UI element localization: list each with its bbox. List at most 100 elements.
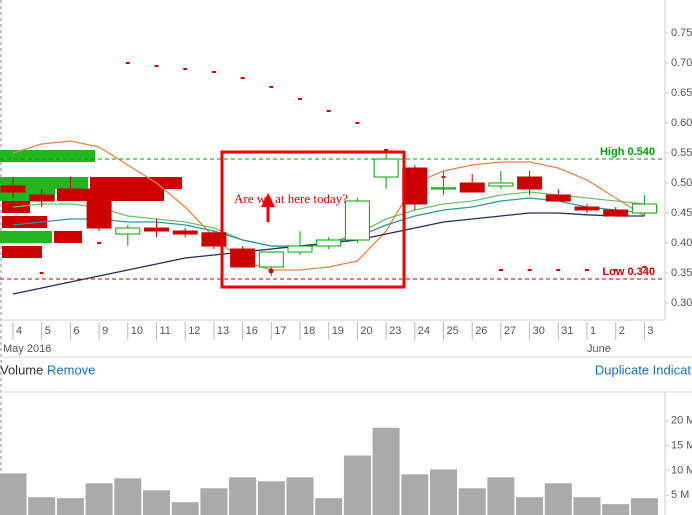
reference-label: High 0.540: [600, 146, 655, 158]
y-tick-label: 0.50: [671, 177, 692, 189]
x-tick-label: 23: [389, 325, 401, 337]
candle-body: [545, 194, 571, 202]
y-tick-label: 0.60: [671, 117, 692, 129]
candle-body: [29, 194, 55, 202]
arrow-head: [261, 193, 275, 207]
x-tick-label: 18: [303, 325, 315, 337]
y-tick-label: 15 M: [671, 440, 692, 452]
volume-bar: [0, 473, 27, 515]
volume-bar: [430, 469, 457, 515]
x-tick-label: 6: [73, 325, 79, 337]
volume-bar: [372, 427, 400, 515]
candle-body: [459, 182, 485, 193]
y-tick-label: 20 M: [671, 415, 692, 427]
profile-down: [2, 246, 42, 258]
x-tick-label: 4: [16, 325, 22, 337]
x-tick-label: 31: [561, 325, 573, 337]
y-tick-label: 0.70: [671, 57, 692, 69]
candle-body: [631, 203, 657, 214]
x-tick-label: 20: [360, 325, 372, 337]
volume-bar: [544, 483, 572, 515]
volume-bar: [401, 474, 429, 515]
low-dot: [268, 268, 274, 274]
candle-body: [0, 185, 26, 193]
candle-body: [86, 188, 112, 229]
profile-up: [0, 231, 52, 243]
y-tick-label: 10 M: [671, 464, 692, 476]
x-tick-label: 3: [647, 325, 653, 337]
volume-bar: [343, 455, 371, 515]
y-tick-label: 0.65: [671, 87, 692, 99]
volume-bar: [143, 490, 170, 515]
candle-body: [488, 182, 514, 187]
y-tick-label: 0.35: [671, 267, 692, 279]
profile-down: [90, 177, 182, 189]
x-tick-label: 1: [590, 325, 596, 337]
x-tick-label: 9: [102, 325, 108, 337]
x-tick-label: 11: [160, 325, 171, 337]
candle-body: [230, 248, 256, 268]
candle-body: [258, 251, 284, 268]
volume-bar: [56, 498, 84, 515]
candle-body: [373, 158, 399, 178]
profile-up: [0, 150, 95, 162]
volume-bar: [229, 477, 257, 515]
x-tick-label: 10: [131, 325, 143, 337]
annotation-text: Are we at here today?: [234, 191, 348, 206]
volume-bar: [257, 481, 285, 515]
candle-body: [287, 245, 313, 253]
volume-bar: [85, 483, 113, 515]
candle-body: [144, 227, 169, 232]
period-label: June: [587, 343, 611, 355]
candle-body: [431, 187, 456, 190]
candle-body: [603, 209, 629, 217]
candle-body: [201, 232, 227, 247]
x-tick-label: 26: [475, 325, 487, 337]
x-tick-label: 2: [619, 325, 625, 337]
y-tick-label: 5 M: [671, 489, 689, 501]
x-tick-label: 27: [504, 325, 516, 337]
volume-bar: [630, 498, 658, 515]
x-tick-label: 19: [332, 325, 344, 337]
volume-bar: [315, 498, 343, 515]
candle-body: [344, 200, 370, 241]
highlight-box: [220, 150, 406, 289]
volume-bar: [458, 488, 486, 515]
remove-link[interactable]: Remove: [47, 362, 95, 377]
x-tick-label: 17: [274, 325, 286, 337]
volume-bar: [114, 478, 142, 515]
volume-bar: [516, 497, 544, 515]
volume-bar: [28, 497, 56, 515]
volume-bar: [487, 477, 515, 515]
x-tick-label: 25: [447, 325, 459, 337]
candle-body: [402, 167, 428, 205]
ma-line: [12, 140, 645, 271]
profile-down: [54, 231, 82, 243]
annotation: Are we at here today?: [220, 150, 406, 289]
candle-body: [115, 227, 141, 235]
volume-bar: [573, 497, 601, 515]
reference-label: Low 0.340: [602, 266, 655, 278]
y-tick-label: 0.75: [671, 27, 692, 39]
volume-bar: [171, 502, 199, 515]
y-tick-label: 0.45: [671, 207, 692, 219]
candle-body: [517, 176, 543, 190]
duplicate-link[interactable]: Duplicate Indicat: [595, 362, 691, 377]
period-label: May 2016: [3, 343, 51, 355]
volume-bar: [200, 488, 228, 515]
volume-bar: [602, 504, 630, 515]
y-tick-label: 0.30: [671, 297, 692, 309]
volume-bar: [286, 477, 314, 515]
y-tick-label: 0.55: [671, 147, 692, 159]
x-tick-label: 13: [217, 325, 229, 337]
x-tick-label: 5: [45, 325, 51, 337]
x-tick-label: 16: [246, 325, 258, 337]
candle-body: [172, 230, 198, 235]
x-tick-label: 24: [418, 325, 430, 337]
y-tick-label: 0.40: [671, 237, 692, 249]
x-tick-label: 12: [188, 325, 200, 337]
candle-body: [316, 239, 342, 247]
x-tick-label: 30: [533, 325, 545, 337]
candle-body: [574, 206, 600, 211]
